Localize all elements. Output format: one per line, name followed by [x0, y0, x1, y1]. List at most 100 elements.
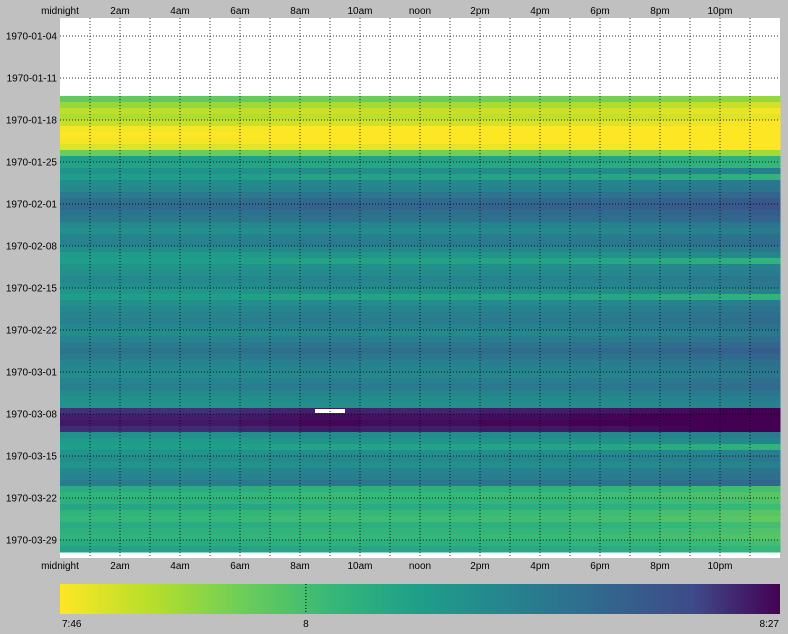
heatmap-cell	[60, 234, 91, 241]
heatmap-cell	[300, 222, 331, 229]
heatmap-cell	[240, 180, 271, 187]
heatmap-cell	[450, 456, 481, 463]
heatmap-cell	[90, 324, 121, 331]
heatmap-cell	[450, 438, 481, 445]
heatmap-cell	[480, 474, 511, 481]
heatmap-cell	[720, 234, 751, 241]
x-tick-label: 6pm	[590, 6, 609, 17]
heatmap-cell	[90, 360, 121, 367]
heatmap-cell	[420, 114, 451, 121]
heatmap-cell	[720, 402, 751, 409]
heatmap-cell	[750, 210, 781, 217]
heatmap-cell	[570, 438, 601, 445]
heatmap-cell	[750, 438, 781, 445]
heatmap-cell	[420, 336, 451, 343]
heatmap-cell	[180, 438, 211, 445]
heatmap-cell	[120, 246, 151, 253]
heatmap-cell	[60, 408, 91, 415]
heatmap-cell	[360, 372, 391, 379]
heatmap-cell	[480, 306, 511, 313]
heatmap-cell	[480, 156, 511, 163]
heatmap-cell	[270, 288, 301, 295]
heatmap-cell	[630, 222, 661, 229]
heatmap-cell	[60, 108, 91, 115]
heatmap-cell	[510, 414, 541, 421]
heatmap-cell	[660, 396, 691, 403]
heatmap-cell	[270, 114, 301, 121]
heatmap-cell	[420, 486, 451, 493]
heatmap-cell	[540, 204, 571, 211]
heatmap-cell	[420, 540, 451, 547]
heatmap-cell	[360, 240, 391, 247]
heatmap-cell	[240, 144, 271, 151]
heatmap-cell	[90, 546, 121, 553]
heatmap-cell	[90, 192, 121, 199]
heatmap-cell	[420, 534, 451, 541]
heatmap-cell	[120, 228, 151, 235]
heatmap-cell	[750, 144, 781, 151]
heatmap-cell	[600, 108, 631, 115]
heatmap-cell	[390, 162, 421, 169]
heatmap-cell	[600, 546, 631, 553]
heatmap-cell	[630, 354, 661, 361]
heatmap-cell	[600, 294, 631, 301]
heatmap-cell	[450, 168, 481, 175]
heatmap-cell	[360, 234, 391, 241]
heatmap-cell	[570, 450, 601, 457]
heatmap-cell	[390, 528, 421, 535]
heatmap-cell	[330, 474, 361, 481]
heatmap-cell	[180, 294, 211, 301]
heatmap-cell	[210, 180, 241, 187]
heatmap-cell	[180, 390, 211, 397]
heatmap-cell	[540, 306, 571, 313]
heatmap-cell	[390, 96, 421, 103]
heatmap-cell	[90, 186, 121, 193]
heatmap-cell	[420, 474, 451, 481]
heatmap-cell	[210, 432, 241, 439]
heatmap-cell	[240, 306, 271, 313]
heatmap-cell	[720, 462, 751, 469]
heatmap-cell	[750, 288, 781, 295]
heatmap-cell	[420, 258, 451, 265]
heatmap-cell	[330, 516, 361, 523]
heatmap-cell	[420, 396, 451, 403]
heatmap-cell	[120, 96, 151, 103]
heatmap-cell	[60, 210, 91, 217]
x-tick-label: 10am	[347, 561, 372, 572]
x-tick-label: midnight	[41, 561, 79, 572]
heatmap-cell	[420, 252, 451, 259]
heatmap-cell	[570, 354, 601, 361]
heatmap-cell	[360, 330, 391, 337]
heatmap-cell	[90, 468, 121, 475]
heatmap-cell	[300, 246, 331, 253]
heatmap-cell	[420, 348, 451, 355]
heatmap-cell	[630, 528, 661, 535]
heatmap-cell	[690, 522, 721, 529]
heatmap-cell	[570, 252, 601, 259]
heatmap-cell	[420, 246, 451, 253]
heatmap-cell	[480, 336, 511, 343]
heatmap-cell	[420, 324, 451, 331]
heatmap-cell	[480, 96, 511, 103]
heatmap-cell	[600, 234, 631, 241]
heatmap-cell	[690, 174, 721, 181]
heatmap-cell	[420, 210, 451, 217]
heatmap-cell	[240, 282, 271, 289]
heatmap-cell	[630, 294, 661, 301]
heatmap-cell	[630, 426, 661, 433]
missing-cell	[756, 553, 780, 557]
heatmap-cell	[480, 252, 511, 259]
heatmap-cell	[180, 186, 211, 193]
heatmap-cell	[750, 234, 781, 241]
heatmap-cell	[570, 516, 601, 523]
heatmap-cell	[330, 408, 361, 415]
heatmap-cell	[120, 288, 151, 295]
heatmap-cell	[690, 354, 721, 361]
heatmap-cell	[600, 516, 631, 523]
heatmap-cell	[540, 546, 571, 553]
heatmap-cell	[450, 396, 481, 403]
heatmap-cell	[660, 360, 691, 367]
heatmap-cell	[480, 126, 511, 133]
heatmap-cell	[390, 426, 421, 433]
heatmap-cell	[120, 198, 151, 205]
